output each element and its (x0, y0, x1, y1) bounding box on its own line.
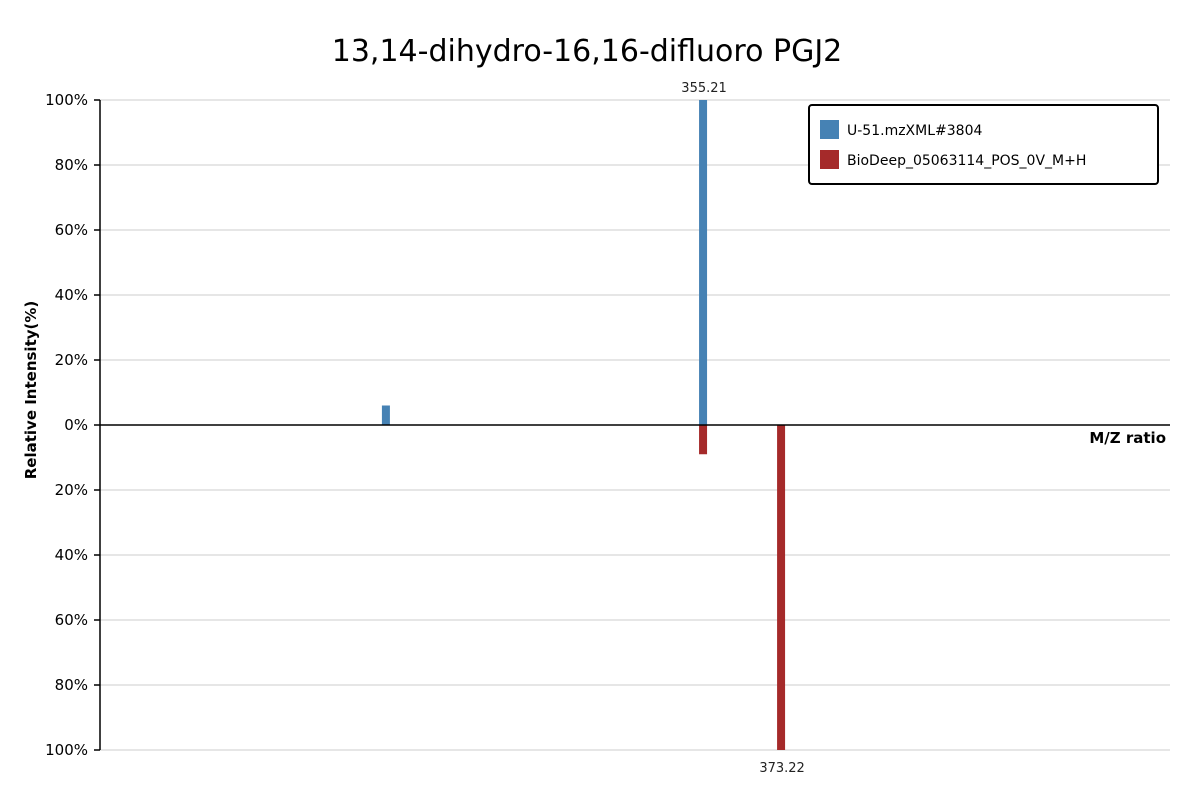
axes (99, 100, 1170, 750)
y-tick-label: 40% (55, 286, 88, 304)
y-tick-label: 20% (55, 351, 88, 369)
reference-peak-bar (699, 425, 708, 455)
legend-swatch-reference (820, 150, 839, 169)
y-tick-label: 100% (45, 91, 88, 109)
legend-label-reference: BioDeep_05063114_POS_0V_M+H (847, 153, 1086, 169)
legend-label-query: U-51.mzXML#3804 (847, 123, 982, 139)
y-tick-label: 80% (55, 156, 88, 174)
y-tick-label: 60% (55, 611, 88, 629)
query-peak-bar (699, 100, 708, 425)
peak-labels: 355.21 373.22 (681, 81, 805, 776)
legend: U-51.mzXML#3804 BioDeep_05063114_POS_0V_… (808, 104, 1159, 185)
x-axis-label: M/Z ratio (1089, 429, 1166, 447)
y-axis-label: Relative Intensity(%) (22, 301, 40, 480)
reference-peak-bar (777, 425, 786, 750)
query-peak-bar (381, 405, 390, 425)
grid-lines (100, 99, 1170, 751)
legend-box (808, 104, 1159, 185)
y-tick-label: 100% (45, 741, 88, 759)
bars (381, 100, 786, 750)
query-peak-label: 355.21 (681, 81, 727, 96)
chart-title: 13,14-dihydro-16,16-difluoro PGJ2 (332, 34, 843, 69)
y-tick-label: 40% (55, 546, 88, 564)
y-tick-label: 60% (55, 221, 88, 239)
reference-peak-label: 373.22 (759, 761, 805, 776)
legend-swatch-query (820, 120, 839, 139)
y-tick-label: 20% (55, 481, 88, 499)
y-tick-label: 0% (64, 416, 88, 434)
y-tick-label: 80% (55, 676, 88, 694)
y-ticks: 100% 80% 60% 40% 20% 0% 20% 40% 60% 80% 100% (45, 91, 100, 759)
